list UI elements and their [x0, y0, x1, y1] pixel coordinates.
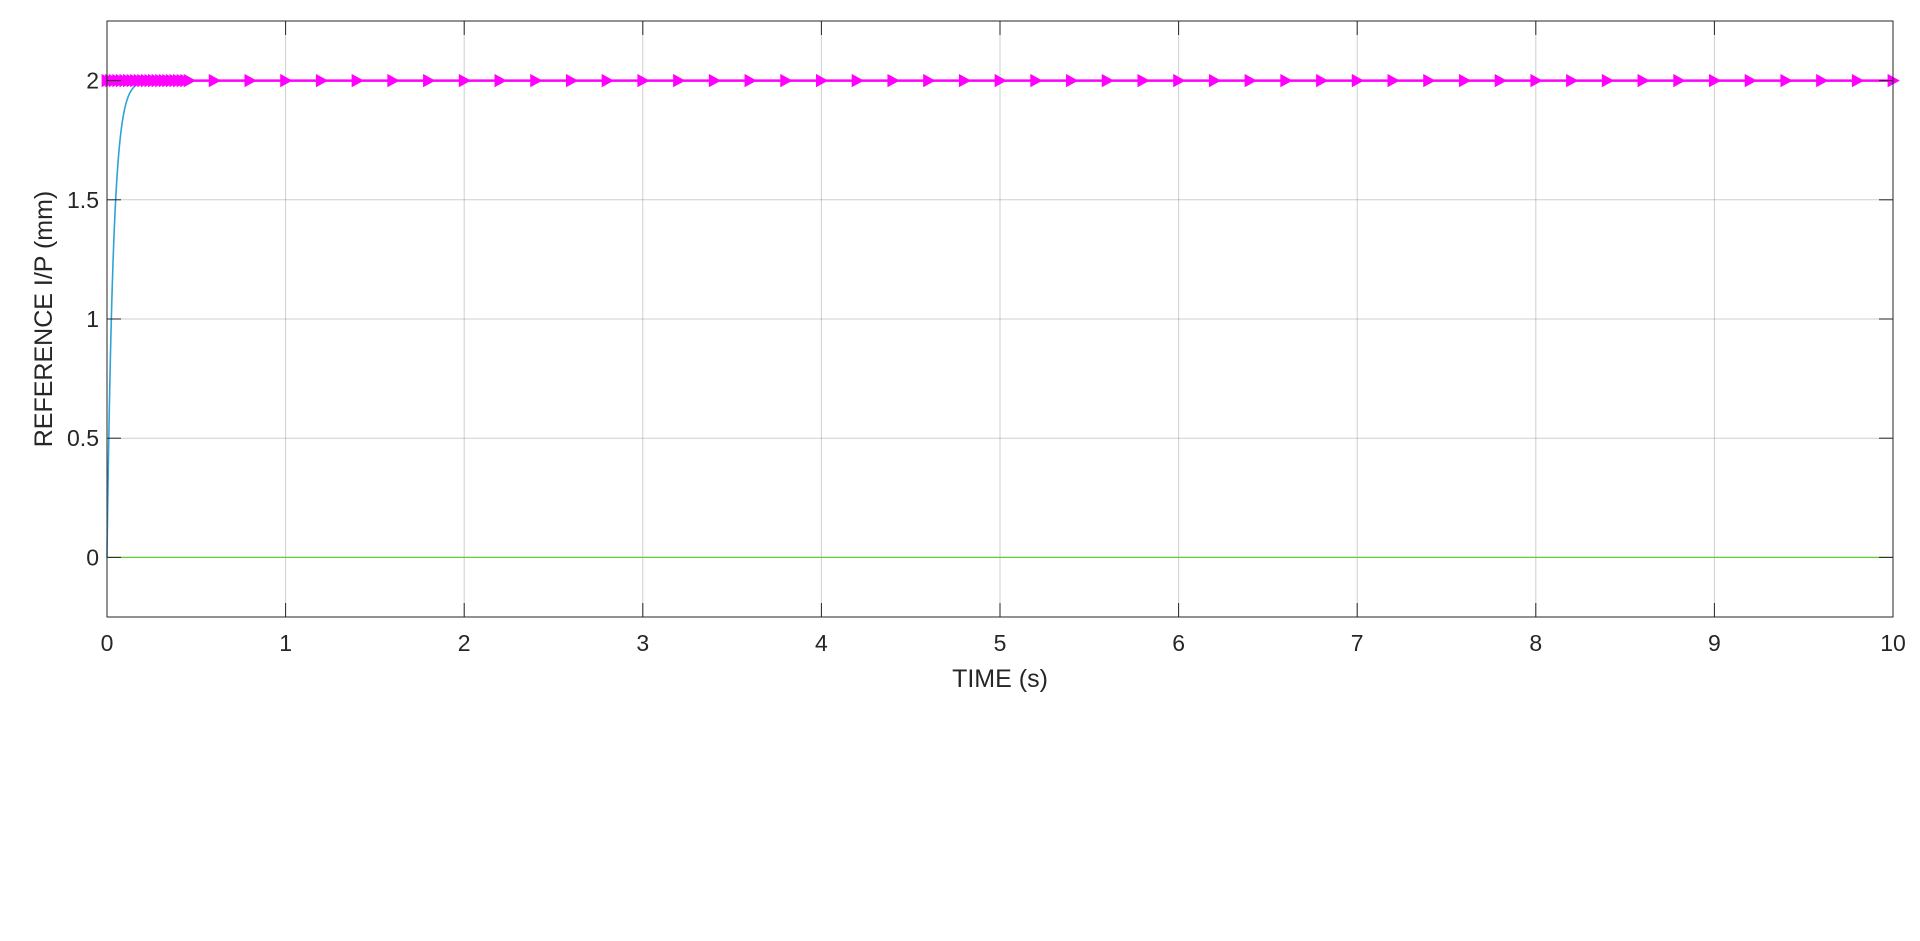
series-reference-marker	[315, 73, 329, 88]
series-reference-marker	[1030, 73, 1043, 88]
series-reference-marker	[387, 73, 400, 88]
series-reference-marker	[744, 73, 757, 88]
series-reference-marker	[923, 73, 936, 88]
series-reference-marker	[1173, 73, 1186, 88]
series-reference-marker	[816, 73, 829, 88]
series-reference-marker	[1316, 73, 1329, 88]
x-tick-label: 8	[1529, 630, 1542, 656]
series-reference-marker	[1673, 73, 1686, 88]
x-tick-label: 9	[1708, 630, 1721, 656]
x-tick-label: 3	[636, 630, 649, 656]
series-reference-marker	[351, 73, 364, 88]
x-tick-label: 6	[1172, 630, 1185, 656]
series-reference-marker	[530, 73, 543, 88]
series-reference-marker	[1494, 73, 1507, 88]
series-reference-marker	[1601, 73, 1615, 88]
series-reference-marker	[1101, 73, 1114, 88]
plot-background	[107, 21, 1893, 617]
y-tick-label: 2	[86, 68, 99, 94]
series-reference-marker	[1709, 73, 1722, 88]
series-reference-marker	[1244, 73, 1257, 88]
series-reference-marker	[673, 73, 686, 88]
series-reference-marker	[994, 73, 1007, 88]
series-reference-marker	[1744, 73, 1757, 88]
series-reference-marker	[1851, 73, 1865, 88]
series-reference-marker	[183, 73, 196, 88]
y-tick-label: 1	[86, 306, 99, 332]
series-reference-marker	[887, 73, 900, 88]
series-reference-marker	[244, 73, 257, 88]
series-reference-marker	[458, 73, 472, 88]
series-reference-marker	[780, 73, 793, 88]
series-reference-marker	[1780, 73, 1793, 88]
series-reference-marker	[851, 73, 864, 88]
y-tick-label: 0	[86, 544, 99, 570]
series-reference-marker	[708, 73, 722, 88]
y-axis-label: REFERENCE I/P (mm)	[30, 191, 58, 448]
series-reference-marker	[494, 73, 507, 88]
series-reference-marker	[1066, 73, 1079, 88]
series-reference-marker	[601, 73, 614, 88]
tick-layer: 0 1 2 3 4 5 6 7 8 9 10 0 0.5 1 1.5 2	[67, 21, 1906, 656]
series-reference-marker	[1566, 73, 1579, 88]
series-reference-marker	[1387, 73, 1400, 88]
series-layer	[101, 73, 1900, 559]
x-tick-label: 7	[1351, 630, 1364, 656]
series-reference-marker	[958, 73, 972, 88]
x-tick-label: 0	[101, 630, 114, 656]
x-tick-label: 10	[1880, 630, 1906, 656]
x-tick-label: 2	[458, 630, 471, 656]
y-tick-label: 1.5	[67, 187, 99, 213]
series-reference-marker	[637, 73, 650, 88]
x-tick-label: 1	[279, 630, 292, 656]
y-tick-label: 0.5	[67, 425, 99, 451]
series-reference-marker	[208, 73, 221, 88]
series-reference-marker	[1458, 73, 1472, 88]
x-axis-label: TIME (s)	[952, 665, 1048, 693]
series-reference-marker	[280, 73, 293, 88]
series-reference-marker	[1137, 73, 1150, 88]
series-reference-marker	[1280, 73, 1293, 88]
x-tick-label: 4	[815, 630, 828, 656]
series-reference-marker	[1637, 73, 1650, 88]
series-reference-marker	[1351, 73, 1365, 88]
series-reference-marker	[1530, 73, 1543, 88]
series-reference-marker	[565, 73, 579, 88]
series-reference-marker	[1423, 73, 1436, 88]
x-tick-label: 5	[994, 630, 1007, 656]
series-reference-marker	[423, 73, 436, 88]
series-reference-marker	[1208, 73, 1222, 88]
series-reference-marker	[1816, 73, 1829, 88]
